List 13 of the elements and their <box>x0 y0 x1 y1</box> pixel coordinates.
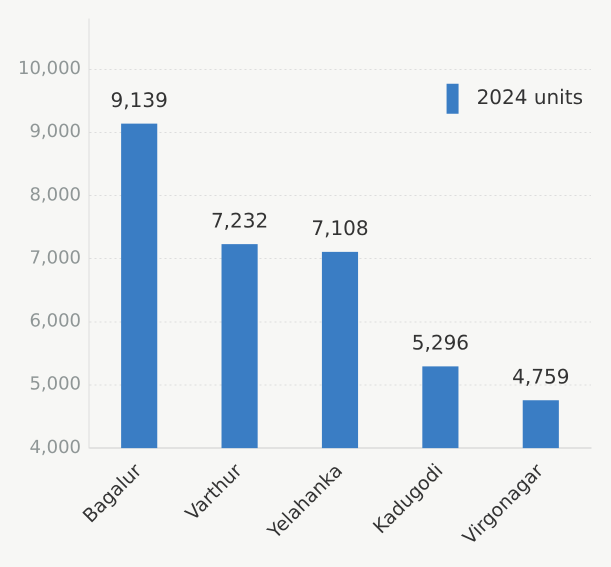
y-tick-label: 5,000 <box>29 374 81 395</box>
data-label: 9,139 <box>110 88 168 112</box>
data-label: 5,296 <box>412 330 470 355</box>
y-tick-label: 10,000 <box>18 58 81 79</box>
data-label: 7,108 <box>311 216 369 240</box>
y-tick-label: 8,000 <box>29 184 81 206</box>
y-tick-label: 4,000 <box>29 436 81 458</box>
y-tick-label: 9,000 <box>29 121 81 142</box>
data-label: 4,759 <box>512 364 570 388</box>
data-label: 7,232 <box>210 208 268 232</box>
y-tick-label: 7,000 <box>29 247 81 268</box>
legend-label: 2024 units <box>476 85 584 110</box>
y-tick-label: 6,000 <box>29 310 81 332</box>
